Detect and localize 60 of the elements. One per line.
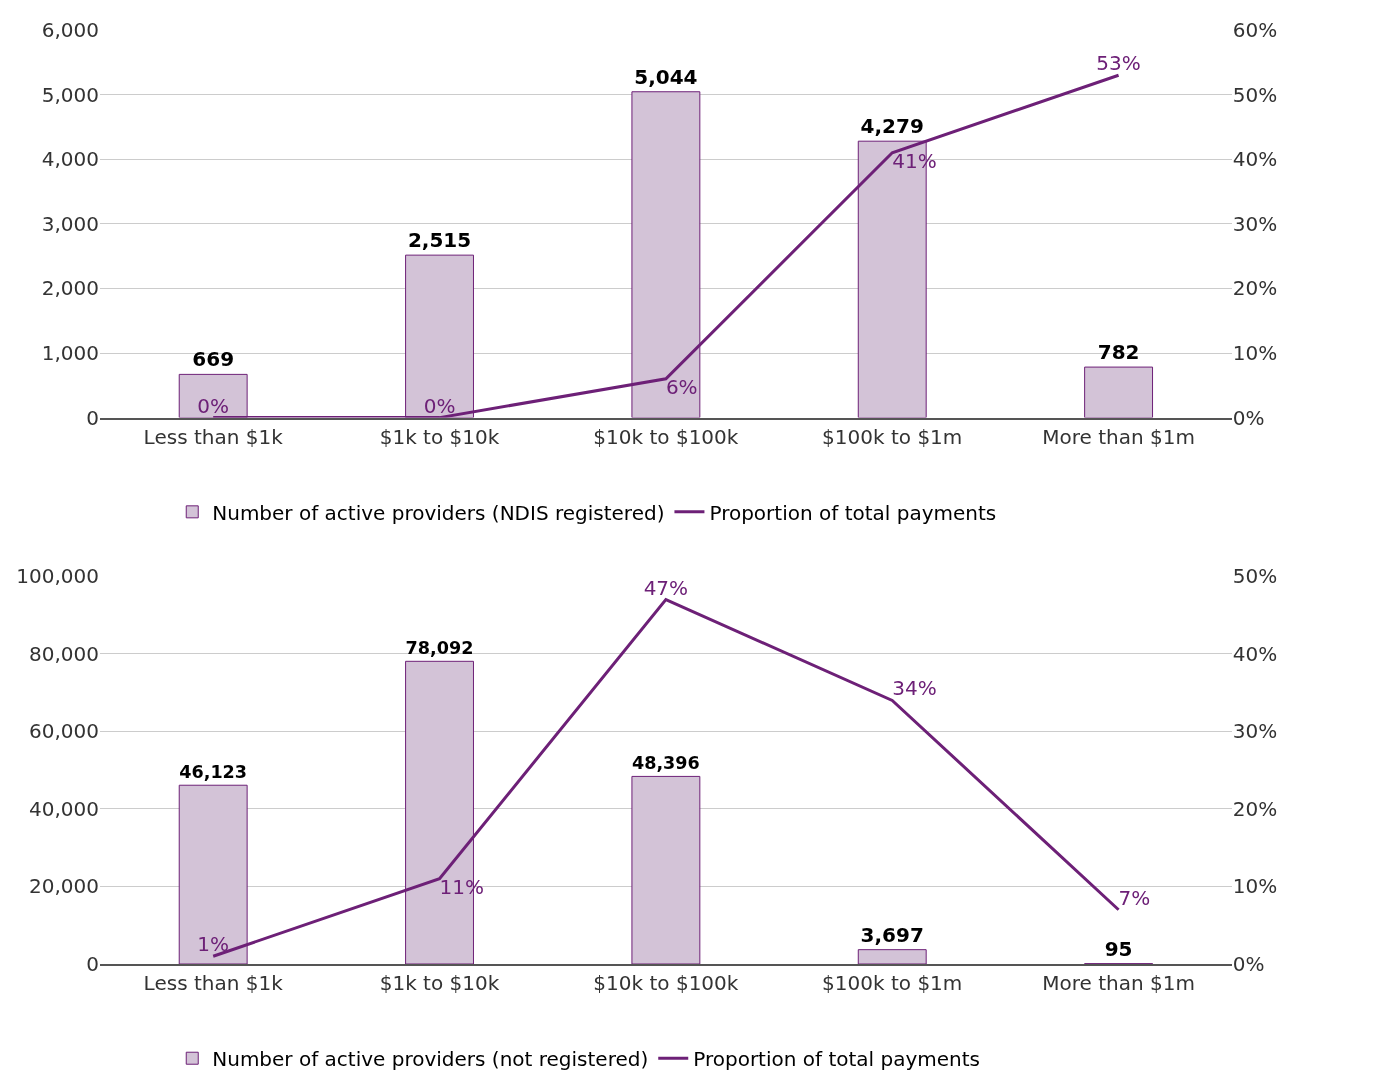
data-label: 0% (197, 393, 230, 418)
data-label: 5,044 (634, 64, 698, 89)
y2-tick-label: 40% (1232, 147, 1278, 172)
data-label: 95 (1104, 936, 1133, 961)
x-tick-label: Less than $1k (143, 971, 284, 995)
y2-tick-label: 10% (1232, 874, 1278, 899)
y2-tick-label: 10% (1232, 341, 1278, 366)
bar (857, 949, 927, 964)
y-tick-label: 60,000 (29, 719, 99, 744)
y-tick-label: 2,000 (41, 276, 99, 301)
x-tick-label: Less than $1k (143, 424, 284, 449)
y2-tick-label: 40% (1232, 641, 1278, 666)
data-label: 3,697 (860, 922, 924, 947)
y-tick-label: 6,000 (41, 18, 99, 42)
y-tick-label: 0 (86, 952, 99, 976)
y2-tick-label: 30% (1232, 719, 1278, 744)
x-tick-label: $100k to $1m (822, 971, 963, 995)
data-label: 34% (892, 676, 937, 701)
data-label: 53% (1096, 51, 1141, 76)
y2-tick-label: 30% (1232, 211, 1278, 236)
y2-tick-label: 0% (1232, 952, 1265, 976)
data-label: 2,515 (407, 228, 472, 253)
data-label: 47% (643, 575, 689, 600)
y-tick-label: 0 (86, 405, 99, 430)
bar (1084, 366, 1154, 418)
data-label: 1% (197, 932, 230, 957)
y2-tick-label: 20% (1232, 276, 1278, 301)
x-tick-label: More than $1m (1042, 424, 1195, 449)
x-tick-label: $10k to $100k (593, 971, 739, 995)
y-tick-label: 3,000 (41, 211, 99, 236)
y2-tick-label: 20% (1232, 796, 1278, 821)
y2-tick-label: 60% (1232, 18, 1278, 42)
y-tick-label: 80,000 (29, 641, 99, 666)
x-tick-label: $1k to $10k (379, 971, 500, 995)
x-tick-label: More than $1m (1042, 971, 1195, 995)
legend-label: Proportion of total payments (709, 500, 997, 525)
x-tick-label: $100k to $1m (822, 424, 963, 449)
y2-tick-label: 50% (1232, 82, 1278, 107)
y2-tick-label: 50% (1232, 564, 1278, 589)
data-label: 669 (192, 347, 235, 372)
data-label: 782 (1097, 340, 1140, 365)
y-tick-label: 4,000 (41, 147, 99, 172)
y-tick-label: 20,000 (29, 874, 99, 899)
legend-label: Proportion of total payments (693, 1047, 981, 1072)
y-tick-label: 100,000 (16, 564, 99, 589)
data-label: 46,123 (179, 761, 248, 782)
y2-tick-label: 0% (1232, 405, 1265, 430)
data-label: 4,279 (860, 114, 924, 139)
data-label: 7% (1118, 885, 1151, 910)
legend-label: Number of active providers (not registered) (212, 1047, 649, 1072)
data-label: 0% (423, 393, 456, 418)
y-tick-label: 40,000 (29, 796, 99, 821)
x-tick-label: $1k to $10k (379, 424, 500, 449)
y-tick-label: 5,000 (41, 82, 99, 107)
data-label: 6% (665, 374, 698, 399)
data-label: 48,396 (631, 753, 700, 774)
y-tick-label: 1,000 (41, 341, 99, 366)
data-label: 78,092 (405, 637, 474, 658)
x-tick-label: $10k to $100k (593, 424, 739, 449)
legend-label: Number of active providers (NDIS registered) (212, 500, 665, 525)
